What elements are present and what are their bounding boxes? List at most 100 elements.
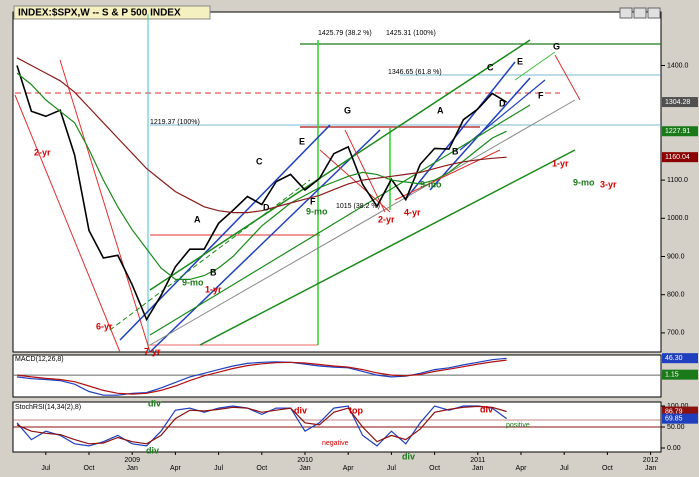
x-tick-label: Jul — [214, 465, 223, 472]
price-tag — [662, 353, 698, 364]
annotation: G — [344, 105, 351, 115]
price-tag-label: 86.79 — [665, 408, 683, 415]
annotation: 9-mo — [573, 177, 595, 187]
annotation: F — [310, 196, 316, 206]
annotation: div — [148, 398, 161, 408]
series-line — [16, 405, 507, 445]
trend-line — [149, 104, 531, 336]
annotation: 2-yr — [378, 214, 395, 224]
price-tag — [662, 369, 698, 380]
x-tick-label: Oct — [429, 465, 440, 472]
annotation: div — [402, 451, 415, 461]
price-tag-label: 1304.28 — [665, 99, 690, 106]
trend-line — [149, 129, 381, 353]
trend-line — [109, 179, 311, 331]
annotation: 1425.31 (100%) — [386, 30, 436, 37]
price-tag-label: 1160.04 — [665, 154, 690, 161]
trend-line — [199, 149, 576, 346]
y-tick-label: 900.0 — [667, 253, 685, 260]
x-tick-label: Jul — [560, 465, 569, 472]
annotation: D — [263, 202, 270, 212]
trend-line — [149, 99, 576, 346]
trend-line — [59, 59, 151, 353]
trend-line — [319, 149, 391, 213]
x-tick-label: Jul — [387, 465, 396, 472]
annotation: E — [299, 136, 305, 146]
series-line — [16, 57, 507, 214]
annotation: D — [499, 98, 506, 108]
annotation: A — [437, 105, 444, 115]
annotation: 4-yr — [404, 207, 421, 217]
trend-line — [14, 94, 121, 353]
annotation: 9-mo — [182, 277, 204, 287]
x-tick-label: Oct — [602, 465, 613, 472]
price-tag — [662, 406, 698, 417]
window-buttons[interactable] — [619, 7, 661, 19]
x-tick-label: Jan — [645, 465, 656, 472]
close-button[interactable] — [647, 7, 661, 19]
trend-line — [149, 39, 531, 291]
annotation: 2-yr — [34, 147, 51, 157]
annotation: top — [349, 405, 363, 415]
price-tag — [662, 126, 698, 137]
macd-panel — [12, 354, 662, 398]
x-tick-label: Jan — [299, 465, 310, 472]
x-year-label: 2012 — [643, 457, 659, 464]
x-tick-label: Apr — [516, 465, 528, 472]
x-year-label: 2009 — [124, 457, 140, 464]
y-tick-label: 1000.0 — [667, 215, 689, 222]
maximize-button[interactable] — [633, 7, 647, 19]
chart-title: INDEX:$SPX,W -- S & P 500 INDEX — [18, 8, 181, 19]
series-line — [16, 65, 508, 322]
price-tag — [662, 97, 698, 108]
x-tick-label: Oct — [256, 465, 267, 472]
minimize-button[interactable] — [619, 7, 633, 19]
annotation: F — [538, 90, 544, 100]
annotation: B — [452, 146, 459, 156]
x-tick-label: Jan — [472, 465, 483, 472]
y-tick-label: 1400.0 — [667, 62, 689, 69]
x-tick-label: Jan — [127, 465, 138, 472]
price-tag-label: 69.85 — [665, 416, 683, 423]
annotation: G — [553, 41, 560, 51]
annotation: A — [194, 214, 201, 224]
trend-line — [514, 51, 556, 81]
trend-line — [394, 149, 501, 201]
title-box — [13, 5, 211, 20]
y-tick-label: 0.00 — [667, 445, 681, 452]
annotation: 6-yr — [96, 321, 113, 331]
annotation: C — [256, 156, 263, 166]
annotation: B — [210, 267, 217, 277]
trend-line — [344, 129, 386, 213]
annotation: 9-mo — [306, 206, 328, 216]
y-tick-label: 1100.0 — [667, 177, 688, 184]
price-tag-label: 1.15 — [665, 372, 679, 379]
annotation: 1015 (38.2 %) — [336, 203, 380, 210]
annotation: div — [480, 404, 493, 414]
annotation: 1-yr — [552, 158, 569, 168]
panel-title: StochRSI(14,34(2),8) — [15, 404, 81, 411]
x-tick-label: Jul — [41, 465, 50, 472]
y-tick-label: 700.0 — [667, 330, 685, 337]
annotation: C — [487, 62, 494, 72]
y-tick-label: 800.0 — [667, 292, 685, 299]
annotation: negative — [322, 440, 349, 447]
annotation: positive — [506, 422, 530, 429]
annotation: E — [517, 56, 523, 66]
annotation: 1-yr — [205, 284, 222, 294]
price-tag — [662, 152, 698, 163]
trend-line — [404, 61, 516, 201]
series-line — [16, 359, 507, 395]
x-year-label: 2010 — [297, 457, 313, 464]
annotation: 9-mo — [420, 179, 442, 189]
x-tick-label: Apr — [343, 465, 355, 472]
annotation: 1219.37 (100%) — [150, 119, 200, 126]
y-tick-label: 100.00 — [667, 403, 689, 410]
trend-line — [554, 54, 581, 101]
series-line — [16, 72, 507, 280]
price-tag — [662, 413, 698, 424]
x-tick-label: Apr — [170, 465, 182, 472]
panel-title: MACD(12,26,8) — [15, 356, 64, 363]
series-line — [16, 357, 507, 396]
